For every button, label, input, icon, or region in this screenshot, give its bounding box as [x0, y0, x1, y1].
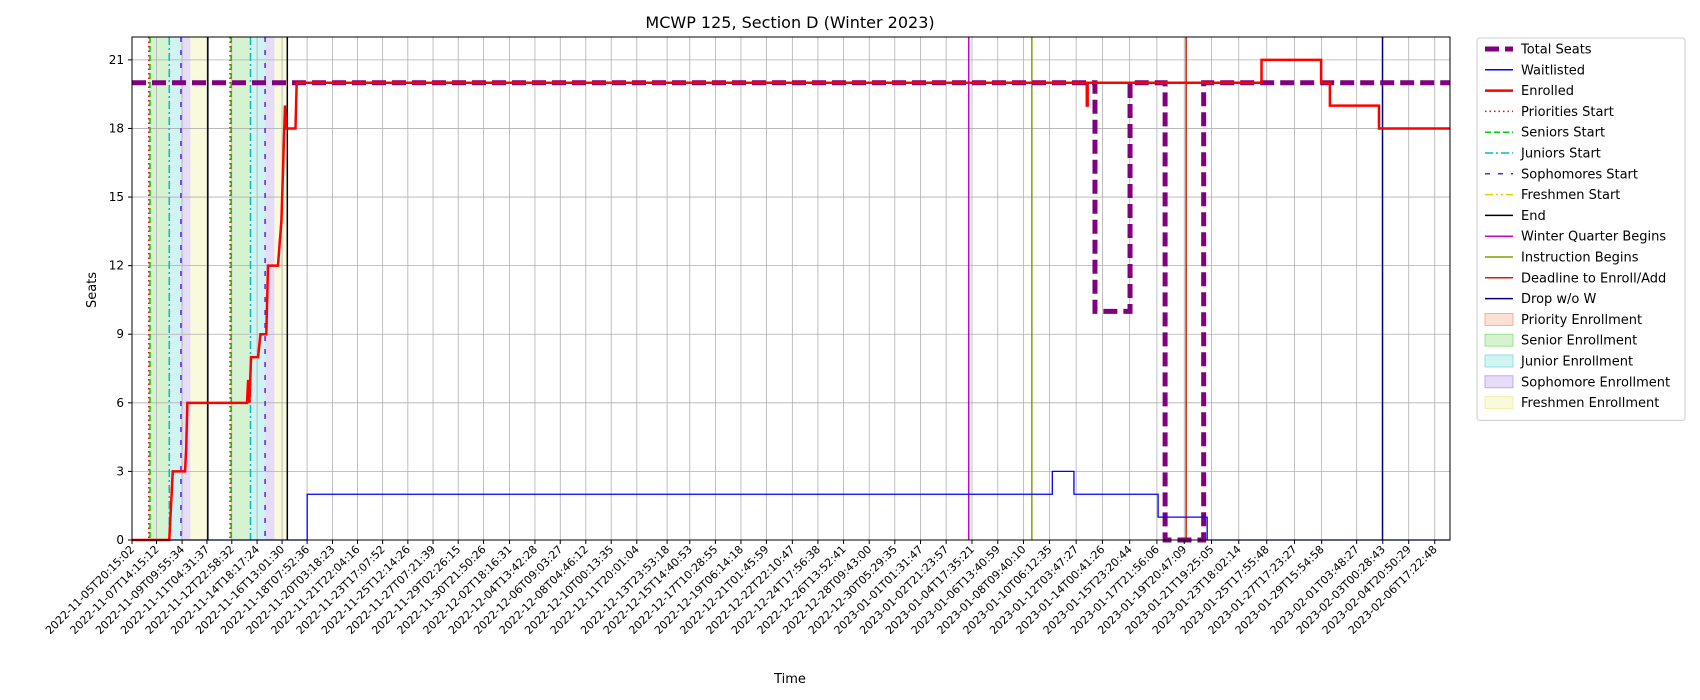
y-tick-label: 21: [109, 53, 124, 67]
legend-label-deadline-to-enroll-add: Deadline to Enroll/Add: [1521, 271, 1666, 286]
y-tick-label: 6: [116, 396, 124, 410]
span-junior-enrollment: [250, 37, 266, 540]
y-tick-label: 18: [109, 121, 124, 135]
span-freshmen-enrollment: [190, 37, 208, 540]
legend-label-sophomore-enrollment: Sophomore Enrollment: [1521, 375, 1670, 390]
y-tick-label: 12: [109, 259, 124, 273]
legend-swatch-senior-enrollment: [1484, 333, 1514, 347]
legend-label-freshmen-enrollment: Freshmen Enrollment: [1521, 396, 1659, 411]
x-axis-label: Time: [773, 672, 806, 687]
span-sophomore-enrollment: [180, 37, 191, 540]
chart-title: MCWP 125, Section D (Winter 2023): [645, 13, 934, 32]
legend-label-end: End: [1521, 209, 1546, 224]
legend-swatch-sophomore-enrollment: [1484, 375, 1514, 389]
span-priority-enrollment: [148, 37, 150, 540]
legend-label-freshmen-start: Freshmen Start: [1521, 188, 1620, 203]
y-tick-label: 0: [116, 533, 124, 547]
y-axis-label: Seats: [85, 272, 100, 308]
legend-label-senior-enrollment: Senior Enrollment: [1521, 334, 1637, 349]
plot-area: 0369121518212022-11-05T20:15:022022-11-0…: [43, 36, 1451, 637]
legend-label-seniors-start: Seniors Start: [1521, 126, 1605, 141]
legend-frame: [1476, 37, 1686, 421]
legend-swatch-priority-enrollment: [1484, 312, 1514, 326]
legend-label-junior-enrollment: Junior Enrollment: [1520, 355, 1633, 370]
legend-label-sophomores-start: Sophomores Start: [1521, 167, 1638, 182]
series-enrolled: [132, 58, 1450, 542]
span-senior-enrollment: [231, 37, 251, 540]
legend-label-juniors-start: Juniors Start: [1520, 147, 1601, 162]
legend-label-winter-quarter-begins: Winter Quarter Begins: [1521, 230, 1666, 245]
y-tick-label: 15: [109, 190, 124, 204]
legend-label-priority-enrollment: Priority Enrollment: [1521, 313, 1642, 328]
y-tick-label: 3: [116, 464, 124, 478]
y-tick-label: 9: [116, 327, 124, 341]
span-sophomore-enrollment: [265, 37, 275, 540]
legend: Total Seats Waitlisted Enrolled Priorities …: [1476, 37, 1686, 421]
legend-swatch-freshmen-enrollment: [1484, 396, 1514, 410]
axes-frame: [131, 36, 1451, 541]
span-priority-enrollment: [230, 37, 232, 540]
legend-swatch-junior-enrollment: [1484, 354, 1514, 368]
span-senior-enrollment: [149, 37, 170, 540]
legend-label-waitlisted: Waitlisted: [1521, 63, 1585, 78]
legend-label-enrolled: Enrolled: [1521, 84, 1574, 99]
span-junior-enrollment: [169, 37, 181, 540]
legend-label-priorities-start: Priorities Start: [1521, 105, 1614, 120]
legend-label-total-seats: Total Seats: [1520, 43, 1592, 58]
legend-label-instruction-begins: Instruction Begins: [1521, 251, 1639, 266]
legend-label-drop-w-o-w: Drop w/o W: [1521, 292, 1597, 307]
series-waitlisted: [132, 470, 1450, 541]
